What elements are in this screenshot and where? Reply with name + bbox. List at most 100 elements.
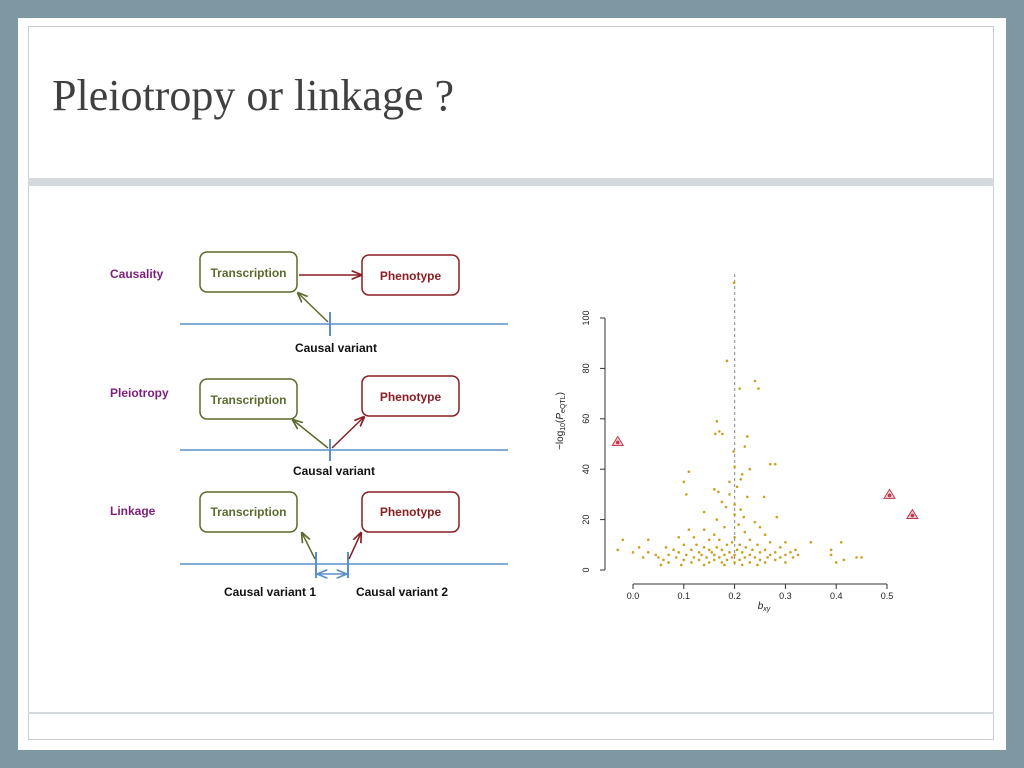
scatter-point xyxy=(740,563,744,567)
row-pleiotropy: Pleiotropy Transcription Phenotype Causa… xyxy=(110,375,508,478)
scatter-points xyxy=(616,281,863,567)
figure: Causality Transcription Phenotype Causal… xyxy=(110,251,919,613)
outlier-point-center xyxy=(887,493,892,498)
scatter-point xyxy=(762,495,766,499)
y-tick-label: 20 xyxy=(581,515,591,525)
scatter-point xyxy=(712,488,716,491)
scatter-point xyxy=(789,551,792,554)
scatter-point xyxy=(739,477,742,481)
scatter-point xyxy=(725,558,729,562)
scatter-point xyxy=(702,546,706,549)
transcription-box xyxy=(199,491,298,533)
scatter-point xyxy=(751,548,754,552)
scatter-point xyxy=(641,556,645,559)
scatter-point xyxy=(758,558,762,562)
variant-to-transcription-arrow xyxy=(293,420,329,449)
scatter-point xyxy=(720,561,724,564)
transcription-box xyxy=(199,378,298,420)
scatter-point xyxy=(728,551,731,554)
x-tick-label: 0.0 xyxy=(627,591,640,601)
x-axis-ticks: 0.0 0.1 0.2 0.3 0.4 0.5 xyxy=(627,584,893,601)
scatter-point xyxy=(677,535,681,539)
y-tick-label: 60 xyxy=(581,414,591,424)
scatter-point xyxy=(712,533,716,537)
scatter-point xyxy=(748,553,752,557)
outlier-points xyxy=(611,435,919,520)
scatter-point xyxy=(763,548,767,552)
phenotype-label: Phenotype xyxy=(380,505,442,519)
scatter-point xyxy=(682,480,686,484)
scatter-point xyxy=(743,445,747,448)
scatter-point xyxy=(712,558,716,562)
variant-to-transcription-arrow xyxy=(298,293,329,323)
scatter-point xyxy=(758,551,762,554)
scatter-point xyxy=(674,556,678,559)
scatter-point xyxy=(705,556,708,559)
scatter-point xyxy=(702,563,706,567)
scatter-point xyxy=(860,556,863,559)
scatter-point xyxy=(677,551,681,554)
slide-title: Pleiotropy or linkage ? xyxy=(52,71,455,120)
phenotype-label: Phenotype xyxy=(380,390,442,404)
causal-variant-label: Causal variant xyxy=(295,341,377,355)
y-axis-ticks: 0 20 40 60 80 100 xyxy=(581,310,605,573)
scatter-point xyxy=(773,551,777,554)
scatter-point xyxy=(718,556,721,559)
x-tick-label: 0.2 xyxy=(728,591,741,601)
scatter-point xyxy=(723,553,726,557)
scatter-point xyxy=(718,538,721,542)
scatter-point xyxy=(667,561,670,564)
phenotype-box xyxy=(361,491,460,533)
scatter-point xyxy=(766,556,769,559)
scatter-point xyxy=(695,543,698,547)
phenotype-label: Phenotype xyxy=(380,269,442,283)
scatter-point xyxy=(746,495,749,499)
scatter-point xyxy=(733,503,736,506)
scatter-point xyxy=(829,548,833,552)
scatter-point xyxy=(733,535,736,539)
scatter-point xyxy=(657,556,660,559)
row-causality: Causality Transcription Phenotype Causal… xyxy=(110,251,508,355)
outlier-point-center xyxy=(910,513,915,518)
scatter-point xyxy=(715,518,719,521)
x-axis-label: bxy xyxy=(758,601,771,613)
scatter-point xyxy=(738,387,741,390)
scatter-point xyxy=(687,470,691,474)
scatter-point xyxy=(784,553,787,557)
scatter-point xyxy=(784,561,787,564)
scatter-point xyxy=(732,450,735,453)
scatter-point xyxy=(756,563,759,567)
y-axis-label: −log10(PeQTL) xyxy=(555,392,567,450)
scatter-point xyxy=(682,558,686,562)
scatter-point xyxy=(720,548,724,552)
scatter-point xyxy=(757,387,760,390)
row-linkage: Linkage Transcription Phenotype Causal v… xyxy=(110,491,508,599)
x-tick-label: 0.3 xyxy=(779,591,792,601)
scatter-point xyxy=(740,472,744,476)
scatter-plot: 0.0 0.1 0.2 0.3 0.4 0.5 0 20 40 60 80 100 bxy −log… xyxy=(555,272,919,613)
scatter-point xyxy=(700,553,703,557)
scatter-point xyxy=(733,513,736,516)
row-label-pleiotropy: Pleiotropy xyxy=(110,386,169,400)
scatter-point xyxy=(721,432,724,436)
scatter-point xyxy=(746,435,749,438)
transcription-label: Transcription xyxy=(210,266,286,280)
scatter-point xyxy=(707,561,711,564)
scatter-point xyxy=(646,538,650,542)
scatter-point xyxy=(702,528,706,531)
scatter-point xyxy=(779,556,782,559)
causal-variant-label: Causal variant xyxy=(293,464,375,478)
scatter-point xyxy=(659,563,663,567)
variant-2-to-phenotype-arrow xyxy=(348,533,361,560)
scatter-point xyxy=(687,528,691,531)
scatter-point xyxy=(637,546,641,549)
scatter-point xyxy=(715,420,719,423)
scatter-point xyxy=(735,548,739,552)
row-label-causality: Causality xyxy=(110,267,164,281)
scatter-point xyxy=(842,558,846,562)
transcription-label: Transcription xyxy=(210,393,286,407)
scatter-point xyxy=(748,561,752,564)
scatter-point xyxy=(725,543,729,547)
scatter-point xyxy=(730,540,734,544)
scatter-point xyxy=(730,556,734,559)
